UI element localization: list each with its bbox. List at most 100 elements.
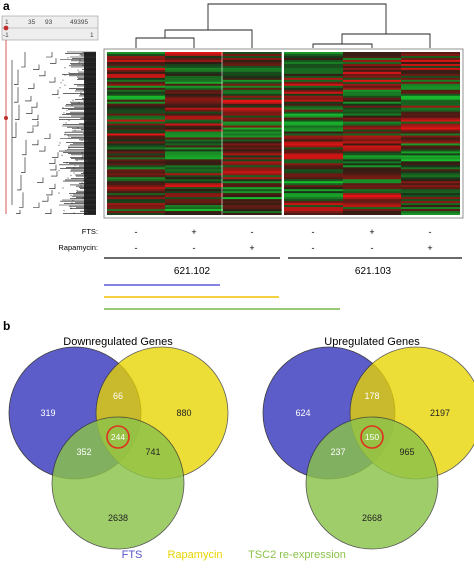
heatmap-cell	[284, 123, 343, 126]
heatmap-cell	[107, 71, 166, 75]
heatmap-cell	[343, 83, 402, 87]
heatmap-cell	[107, 197, 166, 200]
heatmap-cell	[401, 163, 460, 166]
heatmap-cell	[343, 157, 402, 160]
heatmap-cell	[223, 117, 282, 120]
row-dendrogram-branches	[11, 51, 96, 214]
heatmap-cell	[284, 191, 343, 194]
heatmap-cell	[107, 201, 166, 204]
fts-sign-5: +	[369, 227, 374, 237]
heatmap-cell	[284, 185, 343, 188]
heatmap-cell	[401, 187, 460, 190]
heatmap-cell	[165, 167, 224, 170]
heatmap-cell	[223, 127, 282, 130]
row-dendrogram-leaves	[84, 52, 96, 215]
heatmap-cell	[401, 87, 460, 91]
heatmap-cell	[165, 119, 224, 122]
heatmap-cell	[107, 185, 166, 188]
scale-tick-93: 93	[45, 19, 53, 26]
heatmap-cell	[343, 129, 402, 132]
heatmap-cell	[284, 133, 343, 136]
heatmap-cell	[165, 95, 224, 99]
heatmap-cell	[165, 57, 224, 61]
heatmap-cell	[107, 77, 166, 81]
heatmap-cell	[165, 115, 224, 118]
heatmap-cell	[401, 167, 460, 170]
heatmap-cell	[107, 93, 166, 97]
rapamycin-sign-6: +	[427, 243, 432, 253]
heatmap-cell	[107, 101, 166, 105]
heatmap-cell	[165, 131, 224, 134]
heatmap-cell	[343, 181, 402, 184]
heatmap-cell	[223, 199, 282, 202]
heatmap-cell	[165, 117, 224, 120]
heatmap-cell	[401, 171, 460, 174]
heatmap-cell	[284, 121, 343, 124]
heatmap-cell	[223, 161, 282, 164]
up-fts-only: 624	[295, 408, 310, 418]
dn-fts-tsc2: 352	[76, 447, 91, 457]
heatmap-cell	[165, 153, 224, 156]
heatmap-cell	[223, 159, 282, 162]
heatmap-cell	[401, 193, 460, 196]
heatmap-cell	[284, 77, 343, 81]
heatmap-cell	[401, 95, 460, 99]
heatmap-cell	[107, 203, 166, 206]
fts-sign-2: +	[191, 227, 196, 237]
heatmap-cell	[401, 137, 460, 140]
heatmap-cell	[223, 85, 282, 89]
scale-range-min: -1	[3, 32, 9, 39]
heatmap-cell	[401, 59, 460, 63]
heatmap-cell	[107, 52, 166, 55]
heatmap-cell	[107, 53, 166, 57]
heatmap-cell	[107, 157, 166, 160]
heatmap-cell	[401, 63, 460, 67]
heatmap-cell	[284, 95, 343, 99]
heatmap-cell	[165, 55, 224, 59]
heatmap-cell	[165, 179, 224, 182]
heatmap-cell	[107, 123, 166, 126]
heatmap-cell	[223, 209, 282, 212]
heatmap-cell	[284, 97, 343, 101]
heatmap-cell	[165, 133, 224, 136]
heatmap-cell	[223, 153, 282, 156]
heatmap-cell	[165, 121, 224, 124]
group-label-621-102: 621.102	[174, 266, 211, 277]
heatmap-cell	[284, 159, 343, 162]
heatmap-cell	[107, 171, 166, 174]
heatmap-cell	[343, 101, 402, 105]
heatmap-cell	[223, 191, 282, 194]
legend-fts: FTS	[122, 549, 143, 561]
up-rapa-only: 2197	[430, 408, 450, 418]
heatmap-cell	[107, 99, 166, 103]
heatmap-cell	[223, 185, 282, 188]
heatmap-cell	[401, 81, 460, 85]
heatmap-cell	[223, 151, 282, 154]
heatmap-cell	[223, 197, 282, 200]
heatmap-cell	[343, 197, 402, 200]
heatmap-cell	[223, 123, 282, 126]
heatmap-cell	[401, 77, 460, 81]
heatmap-cell	[343, 63, 402, 67]
heatmap-cell	[223, 77, 282, 81]
heatmap-cell	[284, 127, 343, 130]
heatmap-cell	[223, 213, 282, 215]
heatmap-cell	[401, 123, 460, 126]
heatmap-cell	[223, 205, 282, 208]
heatmap-cell	[343, 173, 402, 176]
heatmap-cell	[401, 179, 460, 182]
heatmap-cell	[223, 91, 282, 95]
heatmap-cell	[284, 157, 343, 160]
heatmap-cell	[401, 53, 460, 57]
heatmap-cell	[284, 137, 343, 140]
heatmap-cell	[165, 163, 224, 166]
heatmap-cell	[223, 89, 282, 93]
heatmap-cell	[343, 179, 402, 182]
heatmap-cell	[284, 143, 343, 146]
heatmap-cell	[401, 55, 460, 59]
heatmap-cell	[284, 57, 343, 61]
heatmap-cell	[107, 209, 166, 212]
heatmap-cell	[107, 89, 166, 93]
heatmap-cell	[401, 79, 460, 83]
heatmap-cell	[165, 91, 224, 95]
